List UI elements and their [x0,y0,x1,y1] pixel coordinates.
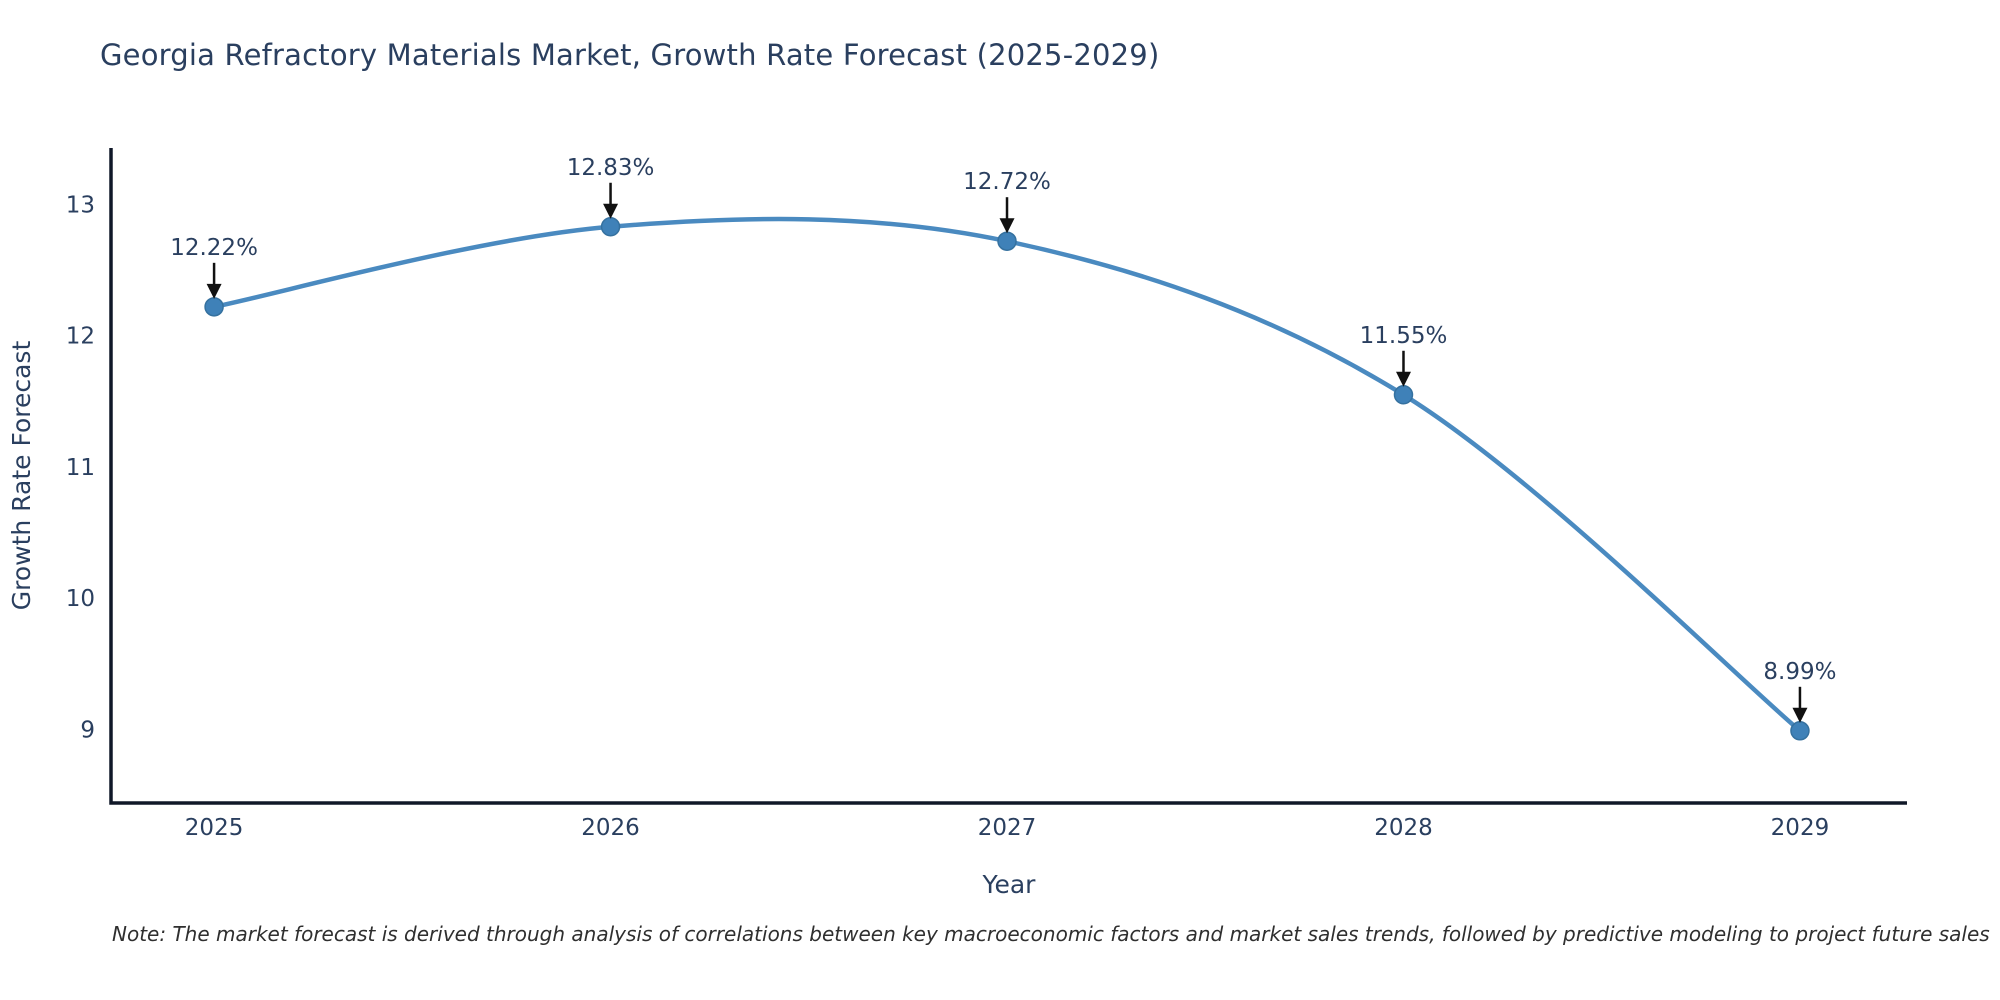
data-point-label: 12.22% [170,235,258,261]
growth-rate-series-line [211,216,1803,734]
annotation-arrowhead-icon [206,283,222,299]
x-tick-label: 2025 [185,815,244,841]
y-tick-label: 13 [66,192,95,218]
y-tick-label: 9 [80,717,95,743]
data-point-marker [1393,385,1414,405]
x-axis-title: Year [982,870,1037,899]
data-point-marker [600,217,621,237]
annotation-arrowhead-icon [1395,371,1411,387]
axis-lines [109,148,1907,805]
footnote: Note: The market forecast is derived thr… [112,922,1990,946]
data-point-marker [204,297,224,317]
data-point-marker [1790,721,1810,741]
annotation-arrowhead-icon [1792,707,1808,723]
x-tick-label: 2026 [581,815,640,841]
data-point-label: 8.99% [1763,659,1836,685]
y-tick-label: 11 [66,455,95,481]
data-point-label: 11.55% [1360,323,1448,349]
annotation-arrowhead-icon [603,203,619,219]
annotation-arrowhead-icon [999,218,1015,234]
x-tick-label: 2027 [978,815,1037,841]
chart-title: Georgia Refractory Materials Market, Gro… [100,38,1160,72]
y-tick-label: 12 [66,324,95,350]
y-tick-label: 10 [66,586,95,612]
data-point-label: 12.83% [567,155,655,181]
x-tick-label: 2029 [1771,815,1830,841]
data-point-marker [997,231,1017,251]
data-point-label: 12.72% [963,169,1051,195]
y-axis-title: Growth Rate Forecast [7,341,36,611]
x-tick-label: 2028 [1374,815,1433,841]
